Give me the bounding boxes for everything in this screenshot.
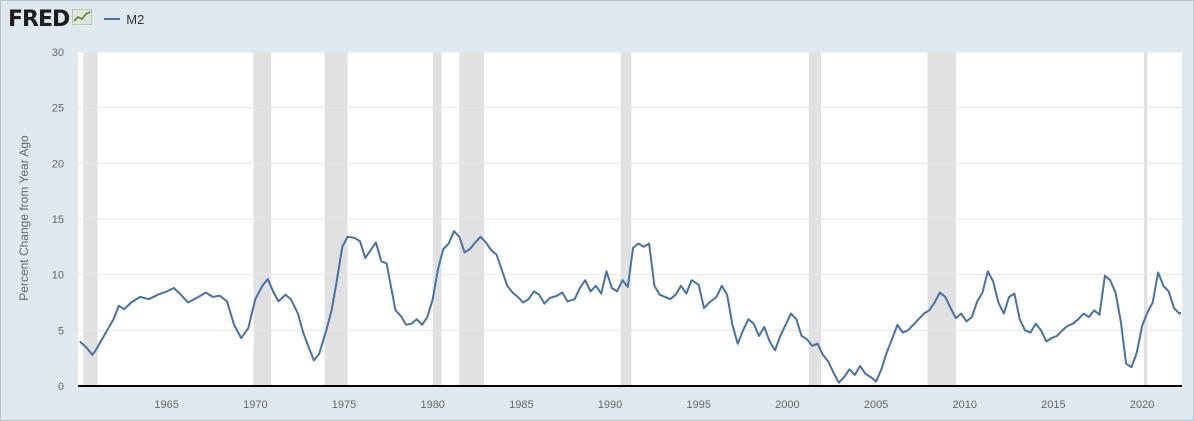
- y-tick-label: 0: [58, 381, 64, 393]
- y-axis-label: Percent Change from Year Ago: [17, 135, 31, 301]
- y-gridlines: [78, 51, 1182, 331]
- x-tick-label: 2020: [1130, 399, 1154, 411]
- x-tick-label: 1975: [332, 399, 356, 411]
- trend-chart-icon: [71, 8, 93, 30]
- legend-label-m2: M2: [126, 11, 145, 27]
- chart-header: FRED M2: [8, 6, 144, 32]
- x-tick-label: 1980: [420, 399, 444, 411]
- y-tick-label: 30: [52, 47, 64, 59]
- x-tick-label: 1970: [243, 399, 267, 411]
- series-line-m2[interactable]: [79, 230, 1182, 384]
- y-tick-label: 20: [52, 158, 64, 170]
- y-tick-label: 15: [52, 214, 64, 226]
- x-tick-labels: 1965 1970 1975 1980 1985 1990 1995 2000 2005 2010…: [154, 399, 1154, 411]
- x-tick-label: 2005: [864, 399, 888, 411]
- x-tick-label: 1990: [598, 399, 622, 411]
- legend[interactable]: M2: [104, 12, 144, 27]
- x-tick-label: 1965: [154, 399, 178, 411]
- legend-swatch-m2: [104, 18, 121, 20]
- y-tick-label: 5: [58, 325, 64, 337]
- x-tick-label: 2010: [953, 399, 977, 411]
- x-tick-label: 2015: [1041, 399, 1065, 411]
- y-tick-labels: 0 5 10 15 20 25 30: [52, 47, 64, 393]
- y-tick-label: 10: [52, 270, 64, 282]
- fred-logo[interactable]: FRED: [8, 6, 70, 32]
- x-tick-label: 1985: [509, 399, 533, 411]
- x-tick-label: 1995: [686, 399, 710, 411]
- x-tick-label: 2000: [775, 399, 799, 411]
- y-tick-label: 25: [52, 103, 64, 115]
